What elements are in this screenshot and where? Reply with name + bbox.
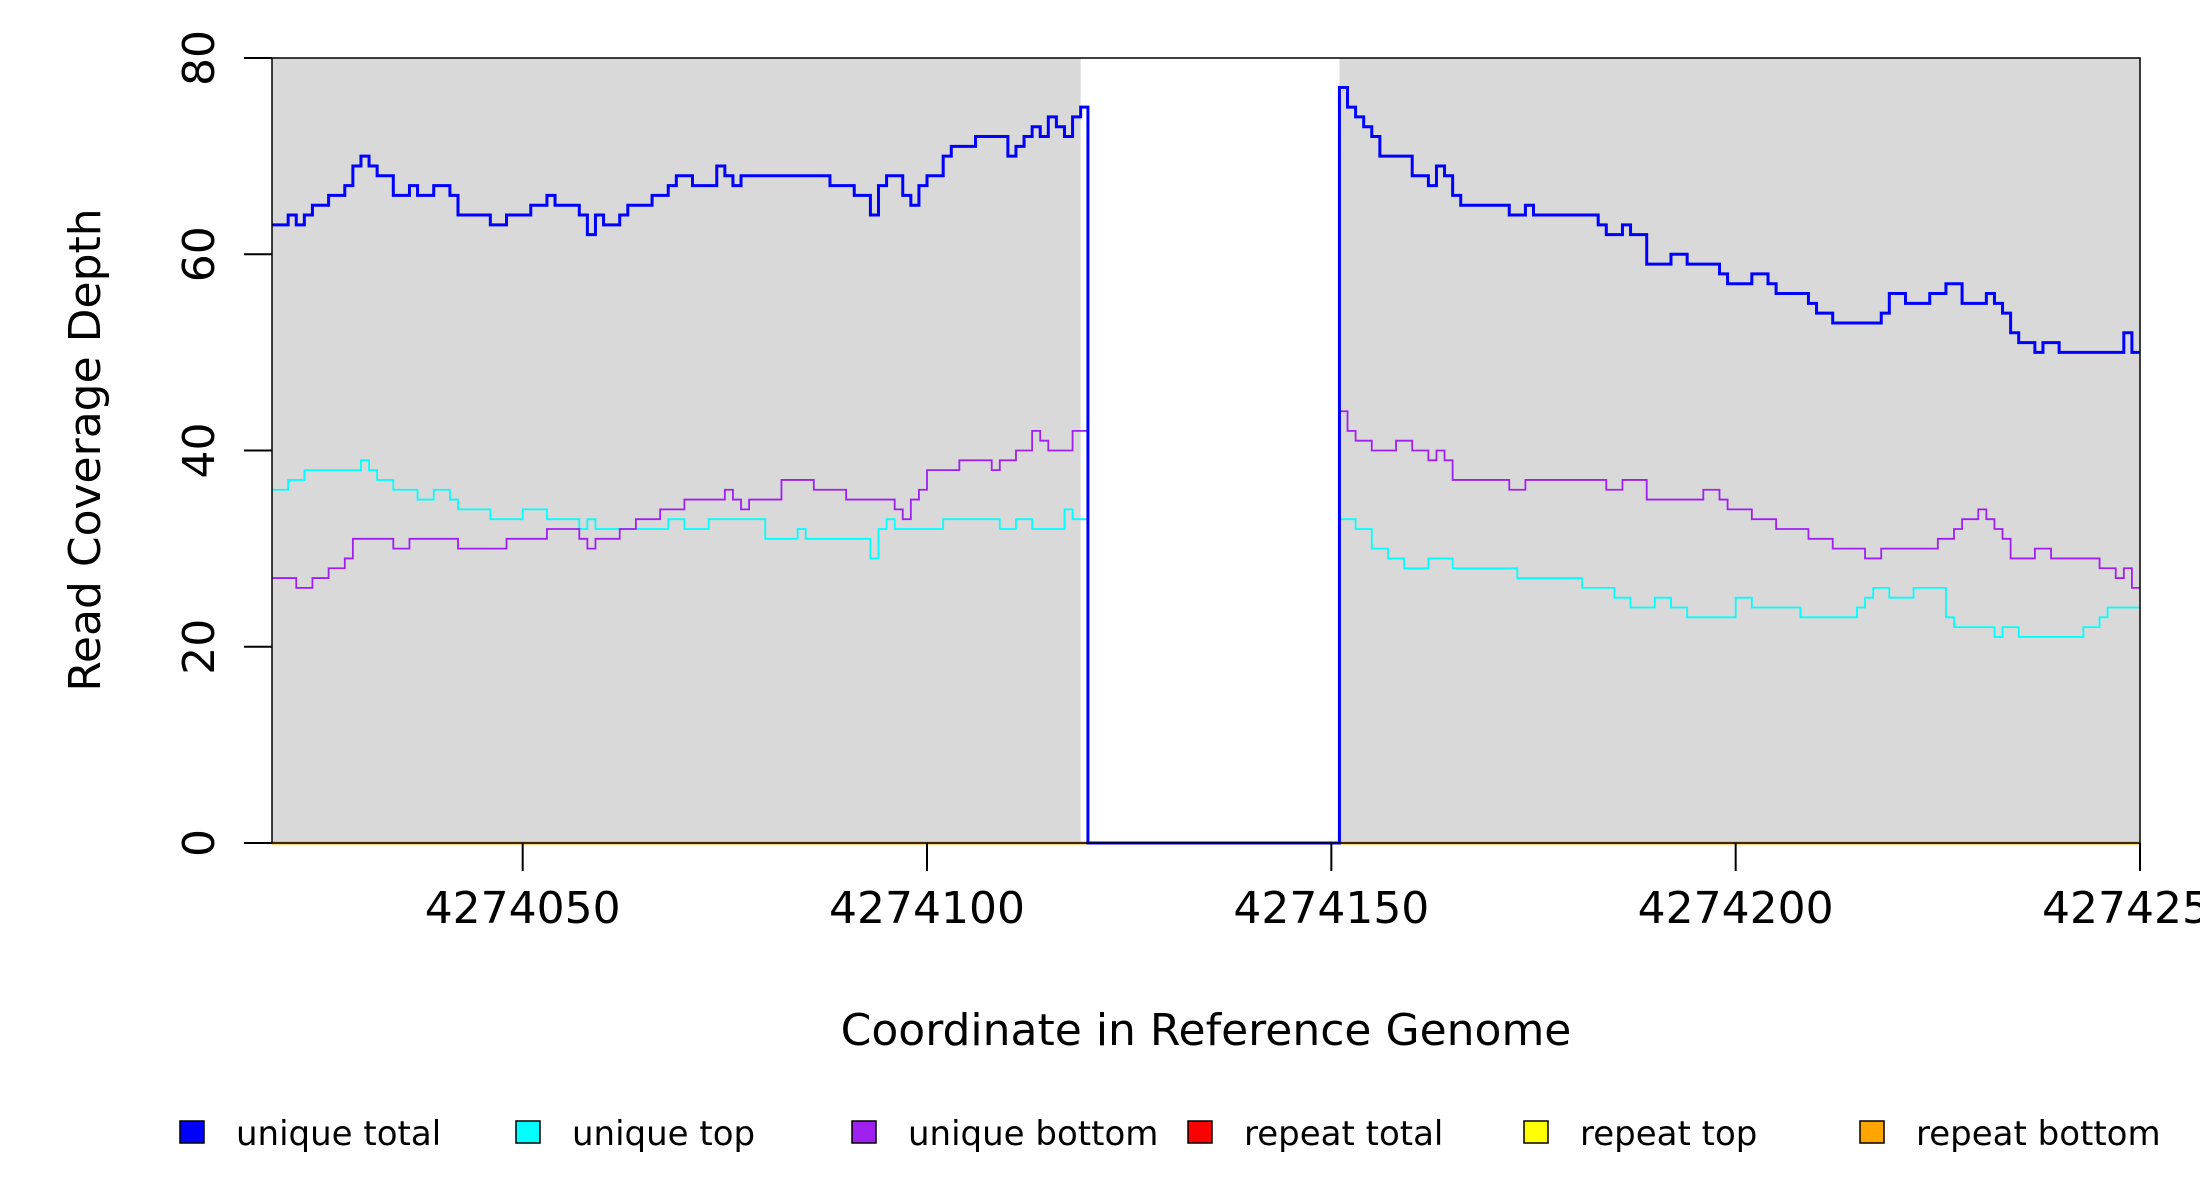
legend-label: repeat total <box>1244 1114 1443 1154</box>
legend-label: repeat top <box>1580 1114 1757 1154</box>
coverage-region-right <box>1339 58 2140 843</box>
legend: unique total unique top unique bottom repea… <box>179 1114 2161 1154</box>
coverage-region-left <box>272 58 1081 843</box>
x-tick-label: 4274100 <box>829 883 1025 934</box>
legend-swatch <box>851 1120 877 1144</box>
series-line-unique-total <box>272 85 2140 845</box>
legend-label: unique top <box>572 1114 755 1154</box>
x-axis-label: Coordinate in Reference Genome <box>841 1005 1572 1056</box>
legend-label: unique total <box>236 1114 441 1154</box>
legend-swatch <box>1859 1120 1885 1144</box>
x-tick-label: 4274200 <box>1638 883 1834 934</box>
y-axis: 0 20 40 60 80 <box>174 30 272 857</box>
legend-swatch <box>1523 1120 1549 1144</box>
y-tick-label: 40 <box>174 423 225 479</box>
legend-label: unique bottom <box>908 1114 1158 1154</box>
y-tick-label: 0 <box>174 829 225 857</box>
x-tick-label: 4274150 <box>1233 883 1429 934</box>
series-line-unique-top <box>272 459 2140 844</box>
legend-label: repeat bottom <box>1916 1114 2161 1154</box>
y-tick-label: 80 <box>174 30 225 86</box>
y-axis-label: Read Coverage Depth <box>60 208 111 691</box>
legend-swatch <box>515 1120 541 1144</box>
y-tick-label: 60 <box>174 226 225 282</box>
legend-swatch <box>1187 1120 1213 1144</box>
y-tick-label: 20 <box>174 619 225 675</box>
legend-swatch <box>179 1120 205 1144</box>
x-tick-label: 4274050 <box>425 883 621 934</box>
plot-background <box>272 58 2140 843</box>
